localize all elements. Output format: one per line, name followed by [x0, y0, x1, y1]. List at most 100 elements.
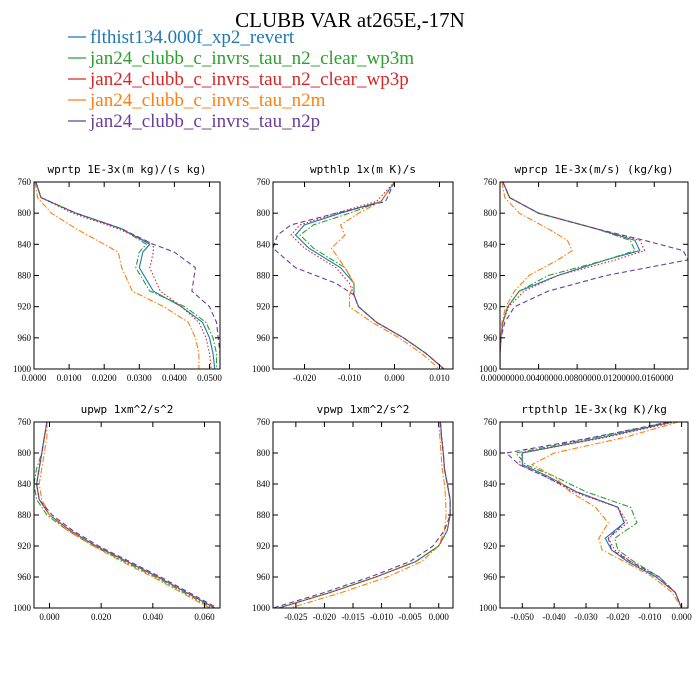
panel-title: upwp 1xm^2/s^2: [81, 403, 174, 416]
chart-panel: wprtp 1E-3x(m kg)/(s kg) 760 800 840 880 920 9…: [13, 163, 222, 383]
x-tick-label: 0.0100: [57, 373, 82, 383]
x-tick-label: 0.020: [91, 612, 112, 622]
y-tick-label: 960: [257, 333, 271, 343]
legend-entry: jan24_clubb_c_invrs_tau_n2m: [89, 90, 326, 111]
series-line: [518, 422, 683, 608]
series-line: [330, 182, 440, 369]
x-tick-label: 0.0080000: [558, 373, 597, 383]
series-line: [500, 182, 574, 369]
chart-panel: rtpthlp 1E-3x(kg K)/kg 760 800 840 880 920 960…: [479, 403, 692, 622]
x-tick-label: -0.020: [293, 373, 317, 383]
x-tick-label: -0.010: [638, 612, 662, 622]
series-line: [35, 182, 218, 369]
x-tick-label: -0.015: [341, 612, 365, 622]
x-tick-label: 0.010: [429, 373, 450, 383]
x-tick-label: -0.030: [574, 612, 598, 622]
series-line: [530, 422, 683, 608]
x-tick-label: 0.0300: [127, 373, 152, 383]
y-tick-label: 960: [484, 333, 498, 343]
y-tick-label: 1000: [13, 603, 32, 613]
x-tick-label: 0.0200: [92, 373, 117, 383]
x-tick-label: 0.000: [39, 612, 60, 622]
panel-title: vpwp 1xm^2/s^2: [317, 403, 410, 416]
y-tick-label: 800: [484, 208, 498, 218]
x-tick-label: 0.0000000: [481, 373, 520, 383]
y-tick-label: 760: [484, 177, 498, 187]
y-tick-label: 920: [257, 541, 271, 551]
series-line: [500, 182, 688, 369]
chart-panel: wpthlp 1x(m K)/s 760 800 840 880 920 960 1000 -0…: [252, 163, 454, 383]
y-tick-label: 880: [257, 271, 271, 281]
x-tick-label: 0.0500: [197, 373, 222, 383]
x-tick-label: -0.010: [370, 612, 394, 622]
series-line: [273, 422, 451, 608]
chart-panel: upwp 1xm^2/s^2 760 800 840 880 920 960 1000 0.00…: [13, 403, 221, 622]
y-tick-label: 880: [18, 510, 32, 520]
chart-panels: wprtp 1E-3x(m kg)/(s kg) 760 800 840 880 920 9…: [13, 163, 692, 622]
panel-title: wprcp 1E-3x(m/s) (kg/kg): [515, 163, 674, 176]
y-tick-label: 1000: [252, 603, 271, 613]
x-tick-label: 0.000: [672, 612, 693, 622]
x-tick-label: 0.060: [194, 612, 215, 622]
y-tick-label: 800: [257, 208, 271, 218]
series-line: [34, 182, 200, 369]
x-tick-label: 0.0040000: [519, 373, 558, 383]
x-tick-label: -0.050: [511, 612, 535, 622]
x-tick-label: -0.025: [284, 612, 308, 622]
series-line: [34, 422, 213, 608]
panel-title: wprtp 1E-3x(m kg)/(s kg): [48, 163, 207, 176]
y-tick-label: 840: [484, 479, 498, 489]
y-tick-label: 800: [18, 448, 32, 458]
y-tick-label: 760: [257, 177, 271, 187]
figure-title: CLUBB VAR at265E,-17N: [235, 8, 465, 32]
x-tick-label: -0.005: [399, 612, 423, 622]
series-line: [299, 182, 445, 369]
y-tick-label: 960: [18, 572, 32, 582]
x-tick-label: 0.0400: [162, 373, 187, 383]
series-line: [289, 422, 447, 608]
y-tick-label: 840: [18, 239, 32, 249]
y-tick-label: 920: [18, 541, 32, 551]
y-tick-label: 880: [484, 271, 498, 281]
legend: flthist134.000f_xp2_revertjan24_clubb_c_…: [68, 27, 414, 132]
legend-entry: jan24_clubb_c_invrs_tau_n2_clear_wp3m: [89, 48, 414, 69]
y-tick-label: 920: [484, 541, 498, 551]
chart-panel: vpwp 1xm^2/s^2 760 800 840 880 920 960 1000 -0.0…: [252, 403, 454, 622]
y-tick-label: 880: [18, 271, 32, 281]
series-line: [514, 422, 683, 608]
x-tick-label: 0.0160000: [635, 373, 674, 383]
x-tick-label: 0.040: [143, 612, 164, 622]
y-tick-label: 760: [484, 417, 498, 427]
series-line: [36, 422, 218, 608]
y-tick-label: 880: [257, 510, 271, 520]
panel-title: rtpthlp 1E-3x(kg K)/kg: [521, 403, 667, 416]
chart-panel: wprcp 1E-3x(m/s) (kg/kg) 760 800 840 880 920 9…: [479, 163, 689, 383]
series-line: [273, 182, 445, 369]
x-tick-label: 0.0000: [22, 373, 47, 383]
y-tick-label: 960: [257, 572, 271, 582]
y-tick-label: 1000: [479, 603, 498, 613]
series-line: [38, 422, 210, 608]
y-tick-label: 840: [257, 239, 271, 249]
y-tick-label: 760: [18, 417, 32, 427]
legend-entry: flthist134.000f_xp2_revert: [90, 27, 295, 48]
y-tick-label: 960: [484, 572, 498, 582]
x-tick-label: -0.040: [543, 612, 567, 622]
y-tick-label: 960: [18, 333, 32, 343]
x-tick-label: -0.020: [313, 612, 337, 622]
y-tick-label: 1000: [479, 364, 498, 374]
y-tick-label: 760: [18, 177, 32, 187]
y-tick-label: 1000: [13, 364, 32, 374]
y-tick-label: 1000: [252, 364, 271, 374]
y-tick-label: 800: [18, 208, 32, 218]
y-tick-label: 840: [18, 479, 32, 489]
y-tick-label: 800: [257, 448, 271, 458]
x-tick-label: -0.010: [338, 373, 362, 383]
y-tick-label: 840: [484, 239, 498, 249]
y-tick-label: 920: [18, 302, 32, 312]
series-line: [290, 182, 445, 369]
y-tick-label: 800: [484, 448, 498, 458]
series-line: [35, 182, 212, 369]
